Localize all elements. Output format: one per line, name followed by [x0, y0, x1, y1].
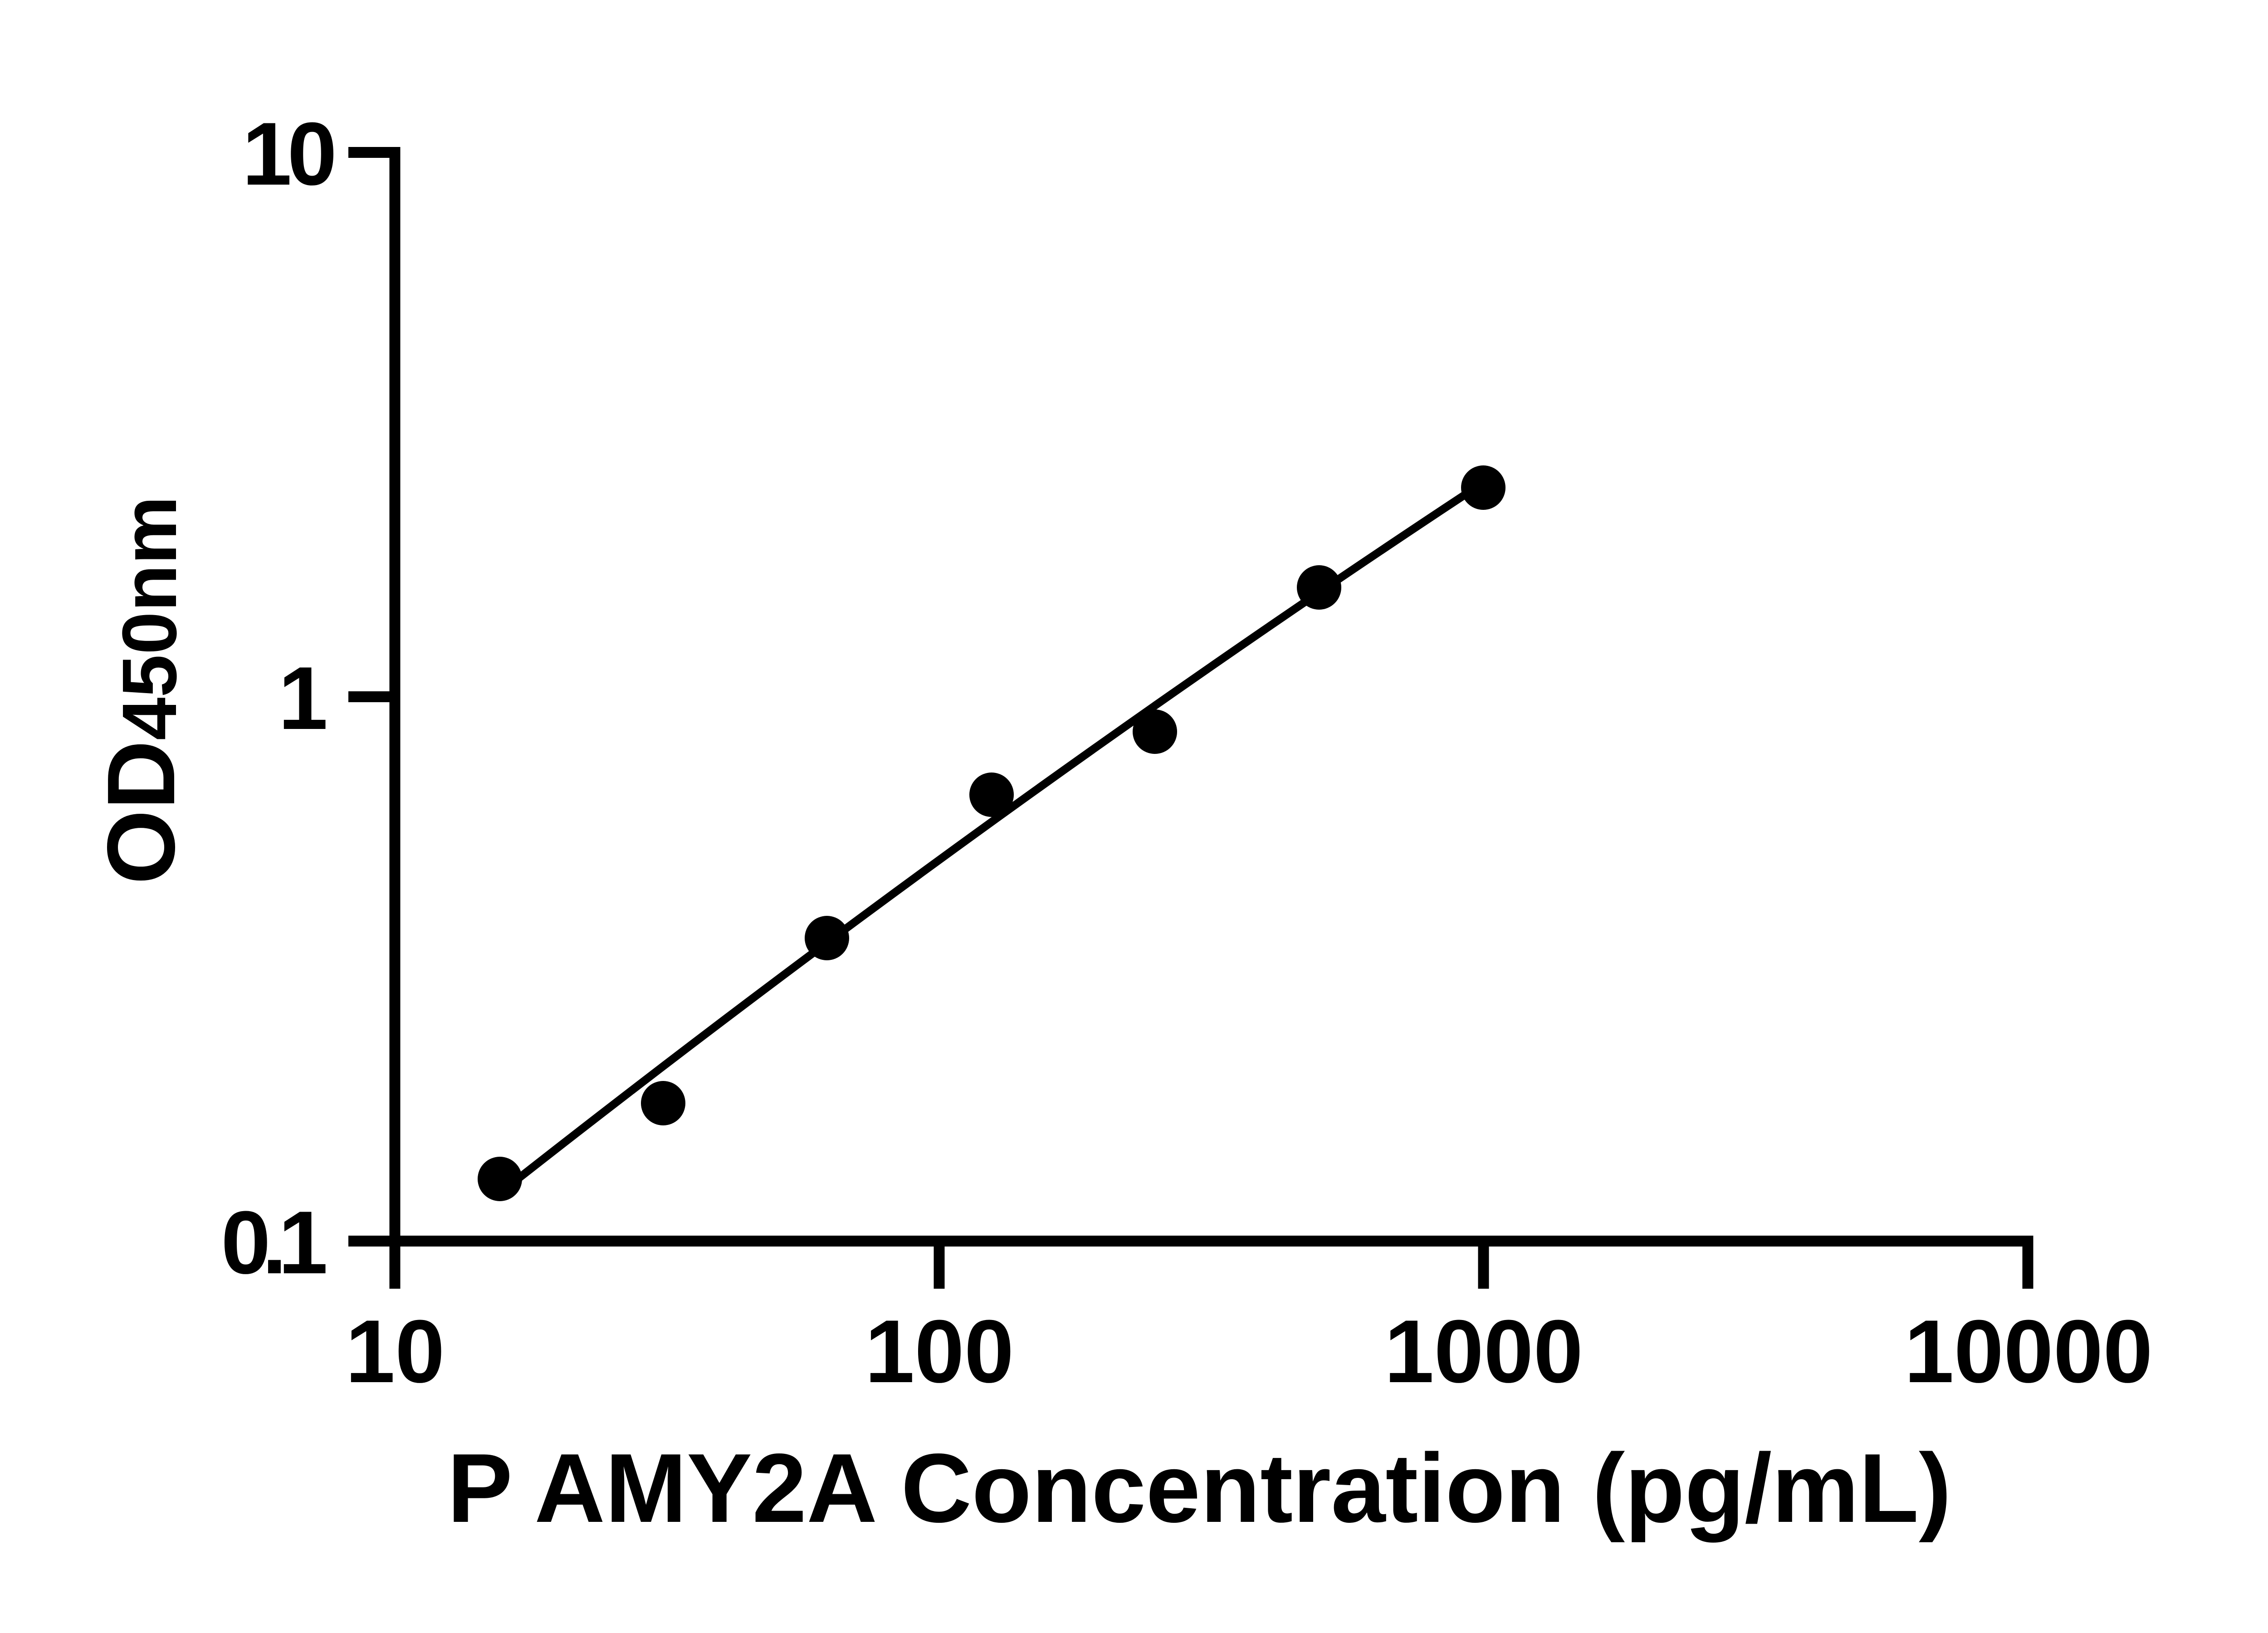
svg-text:1000: 1000 — [1384, 1301, 1583, 1401]
svg-text:100: 100 — [865, 1301, 1014, 1401]
svg-text:10000: 10000 — [1904, 1301, 2153, 1401]
svg-text:0.1: 0.1 — [221, 1193, 326, 1292]
svg-text:P AMY2A Concentration (pg/mL): P AMY2A Concentration (pg/mL) — [447, 1433, 1951, 1543]
svg-text:1: 1 — [278, 648, 328, 748]
svg-text:10: 10 — [345, 1301, 445, 1401]
svg-text:10: 10 — [242, 104, 334, 204]
